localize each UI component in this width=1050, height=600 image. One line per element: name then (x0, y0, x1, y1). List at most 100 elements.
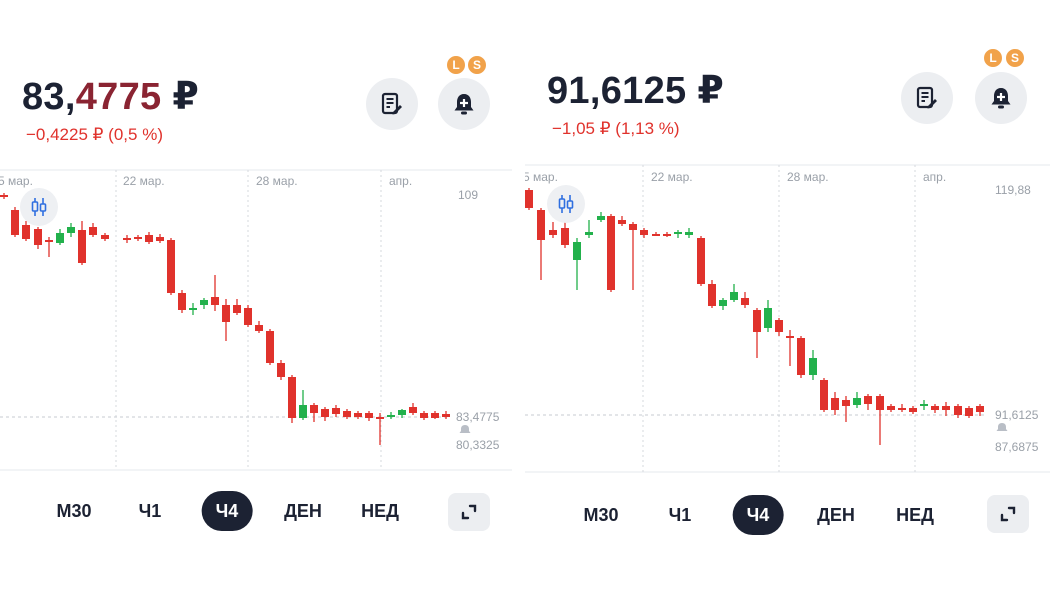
candle (288, 377, 296, 418)
alert-value-label: 80,3325 (456, 438, 500, 452)
candle (387, 415, 395, 417)
candle (200, 300, 208, 305)
top-value-label: 119,88 (995, 183, 1031, 197)
bell-small-icon (459, 425, 471, 433)
candle (442, 414, 450, 417)
candle (741, 298, 749, 305)
candle (409, 407, 417, 413)
candle (561, 228, 569, 245)
candle (156, 237, 164, 241)
timeframe-selector: М30 Ч1 Ч4 ДЕН НЕД (525, 495, 1050, 539)
badge-l: L (983, 48, 1003, 68)
timeframe-h4[interactable]: Ч4 (732, 495, 784, 535)
notes-icon (916, 86, 937, 109)
candle (573, 242, 581, 260)
price-display: 83,4775 ₽ (22, 74, 199, 119)
candle (730, 292, 738, 300)
candle (0, 195, 8, 197)
candle (299, 405, 307, 418)
candle (537, 210, 545, 240)
notes-icon (381, 92, 402, 115)
candle (420, 413, 428, 418)
candle (786, 336, 794, 338)
candle (167, 240, 175, 293)
expand-icon (461, 504, 477, 520)
candle (332, 408, 340, 414)
badge-s: S (1005, 48, 1025, 68)
top-value-label: 109 (458, 188, 478, 202)
notes-button[interactable] (901, 72, 953, 124)
candle (820, 380, 828, 410)
candle (145, 235, 153, 242)
date-label: 28 мар. (787, 170, 829, 184)
candle (853, 398, 861, 405)
candle (685, 232, 693, 235)
candle (255, 325, 263, 331)
candle (842, 400, 850, 406)
candle (809, 358, 817, 375)
timeframe-day[interactable]: ДЕН (284, 501, 322, 521)
expand-chart-button[interactable] (987, 495, 1029, 533)
candle (178, 293, 186, 310)
candle (89, 227, 97, 235)
timeframe-week[interactable]: НЕД (361, 501, 399, 521)
candle (597, 216, 605, 220)
candle (525, 190, 533, 208)
current-value-label: 91,6125 (995, 408, 1039, 422)
timeframe-m30[interactable]: М30 (56, 501, 92, 521)
candle (376, 417, 384, 419)
timeframe-m30[interactable]: М30 (583, 505, 619, 525)
alert-button[interactable] (975, 72, 1027, 124)
candle (719, 300, 727, 306)
price-change: −0,4225 ₽ (0,5 %) (26, 125, 163, 144)
badge-l: L (446, 55, 466, 75)
date-label: 5 мар. (525, 170, 558, 184)
candle (629, 224, 637, 230)
candle (549, 230, 557, 235)
candle (189, 308, 197, 310)
candle (34, 229, 42, 245)
candle (45, 240, 53, 242)
chart-type-toggle[interactable] (547, 185, 585, 223)
left-panel: 83,4775 ₽ −0,4225 ₽ (0,5 %) L S 5 мар. 2… (0, 0, 512, 600)
candle (898, 408, 906, 410)
candles-toggle-icon (558, 195, 574, 213)
candle (764, 308, 772, 328)
badge-s: S (467, 55, 487, 75)
candle (864, 396, 872, 404)
candle (321, 409, 329, 417)
notes-button[interactable] (366, 78, 418, 130)
candle (277, 363, 285, 377)
candle (797, 338, 805, 375)
expand-icon (1000, 506, 1016, 522)
price-chart: 5 мар. 22 мар. 28 мар. апр. 109 83,4775 … (0, 169, 512, 471)
expand-chart-button[interactable] (448, 493, 490, 531)
price-change: −1,05 ₽ (1,13 %) (552, 119, 680, 138)
price-chart: 5 мар. 22 мар. 28 мар. апр. 119,88 91,61… (525, 164, 1050, 473)
price-currency: ₽ (172, 76, 200, 118)
alert-button[interactable] (438, 78, 490, 130)
candle (942, 406, 950, 410)
chart-type-toggle[interactable] (20, 188, 58, 226)
candle (11, 210, 19, 235)
candle (831, 398, 839, 410)
timeframe-week[interactable]: НЕД (896, 505, 934, 525)
right-panel: 91,6125 ₽ −1,05 ₽ (1,13 %) L S 5 мар. 22… (525, 0, 1050, 600)
date-label: апр. (923, 170, 946, 184)
candle (266, 331, 274, 363)
bell-plus-icon (991, 88, 1011, 109)
candle (222, 305, 230, 322)
date-label: 22 мар. (123, 174, 165, 188)
date-label: 22 мар. (651, 170, 693, 184)
timeframe-h1[interactable]: Ч1 (138, 501, 162, 521)
candles-group (525, 188, 984, 445)
candle (652, 234, 660, 236)
timeframe-h1[interactable]: Ч1 (668, 505, 692, 525)
price-display: 91,6125 ₽ (547, 70, 725, 112)
timeframe-day[interactable]: ДЕН (817, 505, 855, 525)
price-main: 83, (22, 76, 76, 118)
candle (607, 216, 615, 290)
timeframe-h4[interactable]: Ч4 (201, 491, 253, 531)
bell-plus-icon (454, 94, 474, 115)
candles-group (0, 193, 450, 445)
